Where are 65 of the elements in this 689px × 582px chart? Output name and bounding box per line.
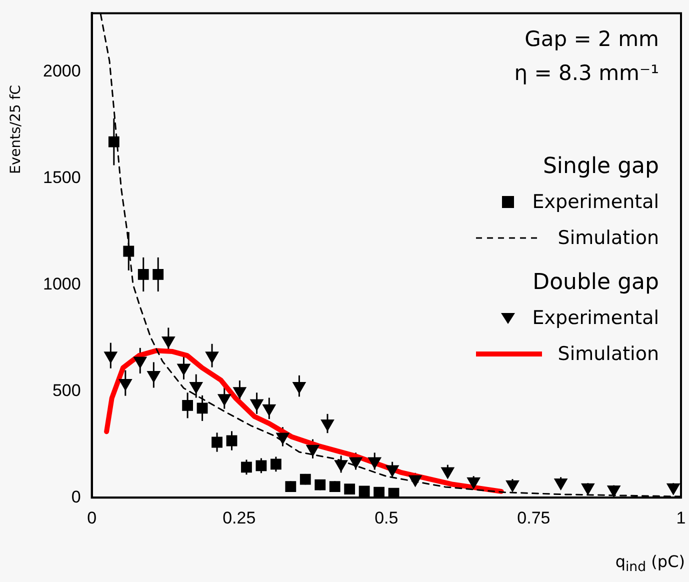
point — [374, 486, 384, 498]
point — [226, 435, 238, 446]
legend-label: Simulation — [558, 227, 659, 249]
point — [666, 483, 680, 495]
point — [386, 465, 399, 477]
point — [467, 477, 480, 489]
point — [177, 364, 190, 376]
point — [196, 402, 208, 414]
point — [285, 481, 296, 492]
point — [108, 136, 120, 148]
point — [250, 399, 264, 411]
annotation: Single gap — [542, 153, 659, 181]
point — [256, 460, 267, 472]
annotation: η = 8.3 mm⁻¹ — [514, 60, 659, 87]
point — [349, 457, 362, 469]
x-tick-label: 0.5 — [374, 508, 398, 528]
y-tick-label: 500 — [52, 380, 81, 400]
x-tick-label: 0 — [87, 508, 97, 528]
x-tick-label: 1 — [676, 508, 686, 528]
point — [358, 486, 370, 497]
point — [441, 467, 454, 479]
legend-label: Experimental — [532, 307, 659, 329]
y-tick-label: 1500 — [42, 168, 81, 187]
point — [270, 458, 282, 470]
point — [147, 370, 160, 382]
point — [134, 356, 147, 368]
legend-label: Simulation — [558, 343, 659, 365]
y-axis-title: Events/25 fC — [8, 84, 25, 174]
point — [233, 387, 246, 399]
x-tick-label: 0.75 — [517, 508, 550, 528]
annotation: Gap = 2 mm — [524, 26, 659, 53]
point — [162, 336, 175, 348]
y-tick-label: 1000 — [42, 274, 81, 294]
point — [262, 404, 276, 416]
point — [607, 486, 620, 498]
point — [276, 432, 290, 444]
point — [334, 460, 348, 472]
y-tick-label: 2000 — [42, 61, 81, 80]
point — [182, 400, 194, 411]
point — [368, 457, 382, 469]
point — [104, 352, 118, 364]
point — [314, 479, 326, 490]
point — [152, 269, 164, 280]
point — [138, 269, 149, 280]
point — [300, 474, 311, 485]
point — [241, 462, 252, 473]
point — [329, 481, 340, 492]
x-axis-title: q$_{ind}$ (pC) — [615, 552, 685, 576]
point — [506, 480, 520, 492]
point — [581, 483, 594, 495]
point — [123, 246, 134, 257]
point — [212, 436, 222, 448]
annotation: Double gap — [532, 269, 659, 297]
legend-label: Experimental — [532, 191, 659, 213]
point — [218, 394, 231, 406]
point — [344, 484, 356, 495]
y-tick-label: 0 — [71, 487, 81, 506]
point — [292, 382, 306, 394]
x-tick-label: 0.25 — [222, 508, 256, 528]
point — [205, 352, 219, 364]
point — [554, 478, 568, 490]
point — [306, 444, 320, 456]
point — [190, 382, 203, 394]
point — [118, 379, 132, 391]
point — [320, 420, 334, 432]
